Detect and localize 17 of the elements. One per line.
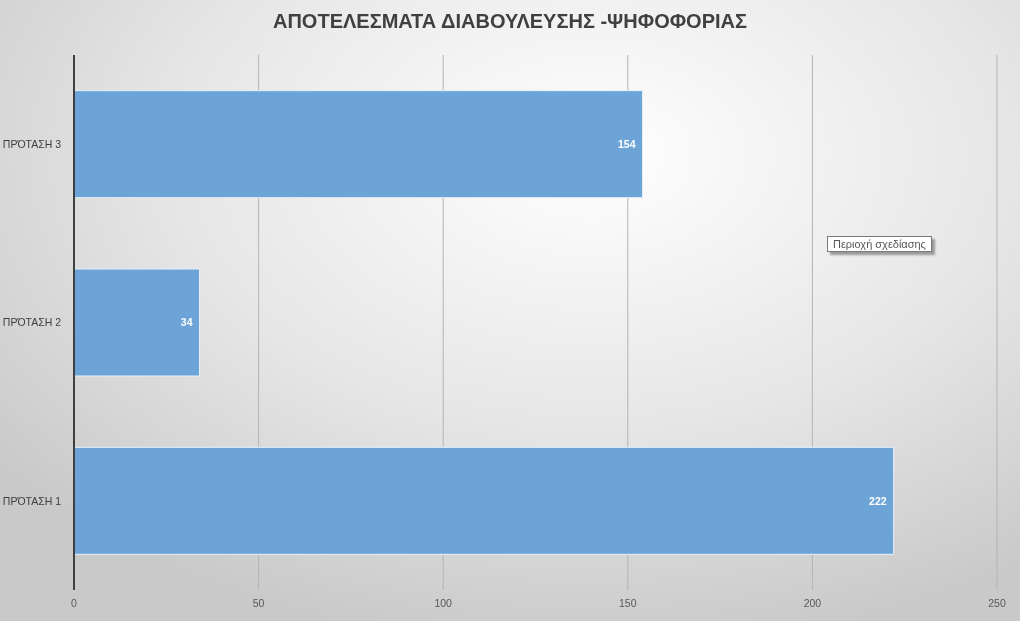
- x-tick-label: 50: [252, 597, 265, 610]
- annotation: Περιοχή σχεδίασης: [827, 236, 932, 252]
- x-tick-label: 250: [988, 597, 1006, 610]
- data-label: 34: [180, 316, 193, 329]
- x-tick-label: 150: [619, 597, 637, 610]
- x-tick-label: 0: [71, 597, 78, 610]
- x-tick-label: 200: [803, 597, 822, 610]
- y-tick-label: ΠΡΌΤΑΣΗ 3: [2, 137, 62, 150]
- y-tick-label: ΠΡΌΤΑΣΗ 1: [2, 494, 62, 507]
- chart-title: ΑΠΟΤΕΛΕΣΜΑΤΑ ΔΙΑΒΟΥΛΕΥΣΗΣ -ΨΗΦΟΦΟΡΙΑΣ: [271, 10, 749, 33]
- bar: [74, 446, 895, 555]
- data-label: 154: [618, 137, 636, 150]
- y-tick-label: ΠΡΌΤΑΣΗ 2: [2, 316, 62, 329]
- bar: [74, 90, 644, 199]
- x-tick-label: 100: [434, 597, 453, 610]
- bar: [74, 268, 201, 377]
- data-label: 222: [869, 494, 887, 507]
